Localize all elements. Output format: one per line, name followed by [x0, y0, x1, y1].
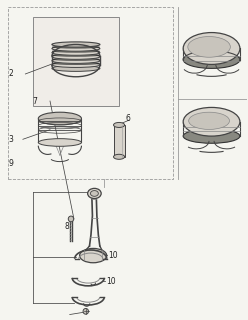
- Ellipse shape: [68, 216, 74, 222]
- Text: 8: 8: [65, 222, 69, 231]
- Ellipse shape: [83, 308, 89, 314]
- Ellipse shape: [38, 112, 81, 125]
- Ellipse shape: [183, 129, 240, 143]
- Ellipse shape: [183, 51, 240, 68]
- Ellipse shape: [52, 58, 100, 63]
- Ellipse shape: [38, 139, 81, 146]
- Ellipse shape: [52, 50, 100, 55]
- Ellipse shape: [114, 154, 124, 159]
- Text: 5: 5: [231, 132, 236, 140]
- Ellipse shape: [52, 42, 100, 47]
- Text: 4: 4: [231, 53, 236, 62]
- Ellipse shape: [183, 108, 240, 136]
- Ellipse shape: [183, 33, 240, 64]
- Text: 6: 6: [125, 114, 130, 123]
- Ellipse shape: [52, 50, 99, 52]
- Ellipse shape: [88, 188, 101, 198]
- Ellipse shape: [80, 248, 107, 263]
- Text: 9: 9: [8, 159, 13, 168]
- Ellipse shape: [114, 123, 124, 127]
- Ellipse shape: [91, 191, 98, 196]
- Bar: [33, 17, 119, 106]
- Ellipse shape: [52, 65, 100, 71]
- Ellipse shape: [52, 46, 100, 51]
- Text: 2: 2: [8, 69, 13, 78]
- Bar: [114, 125, 124, 157]
- Ellipse shape: [52, 46, 99, 48]
- Ellipse shape: [52, 54, 99, 56]
- Text: 7: 7: [33, 97, 38, 106]
- Ellipse shape: [52, 58, 99, 60]
- Ellipse shape: [189, 112, 229, 129]
- Text: 3: 3: [8, 135, 13, 144]
- Ellipse shape: [52, 54, 100, 59]
- Ellipse shape: [52, 62, 99, 64]
- Bar: [8, 7, 173, 179]
- Ellipse shape: [52, 62, 100, 68]
- Text: 10: 10: [106, 276, 116, 285]
- Ellipse shape: [188, 36, 230, 57]
- Text: 10: 10: [109, 251, 118, 260]
